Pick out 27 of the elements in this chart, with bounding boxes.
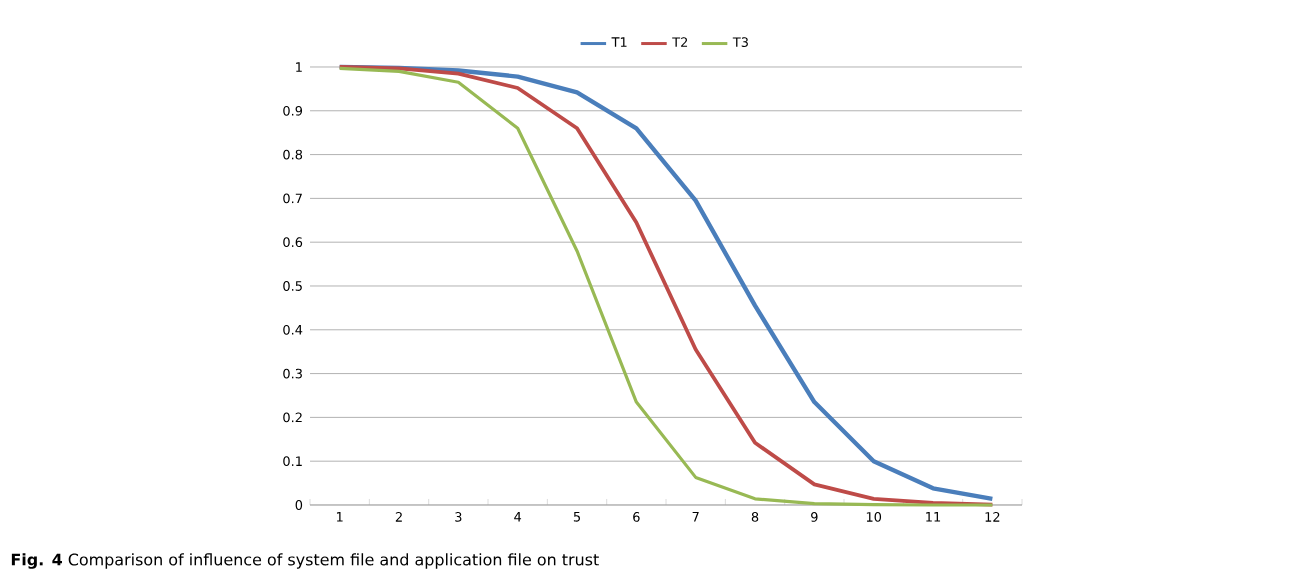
x-tick-label: 12 (985, 512, 1000, 522)
x-tick-label: 2 (395, 512, 402, 522)
x-tick-label: 4 (514, 512, 522, 522)
legend-label: T1 (611, 37, 627, 47)
x-tick-label: 5 (573, 512, 580, 522)
y-tick-label: 0.2 (283, 412, 302, 423)
x-tick-label: 1 (336, 512, 343, 522)
x-tick-label: 7 (692, 512, 699, 522)
legend-label: T3 (732, 37, 748, 48)
x-tick-label: 9 (811, 512, 818, 522)
x-tick-label: 6 (633, 512, 640, 522)
y-tick-label: 0.9 (283, 105, 303, 116)
x-tick-label: 8 (751, 512, 759, 522)
y-tick-label: 0.8 (283, 149, 303, 160)
x-tick-label: 10 (866, 512, 882, 522)
y-tick-label: 0.3 (283, 368, 302, 379)
y-tick-label: 0.7 (283, 193, 302, 204)
y-tick-label: 0.5 (283, 281, 302, 291)
x-tick-label: 3 (455, 512, 462, 522)
y-tick-label: 0.6 (283, 237, 303, 248)
y-tick-label: 0.4 (283, 324, 303, 335)
legend-label: T2 (672, 37, 688, 47)
text: Fig. 4 Comparison of influence of system file and application file on trust (11, 553, 599, 569)
y-tick-label: 0 (295, 500, 303, 510)
y-tick-label: 1 (296, 62, 302, 72)
x-tick-label: 11 (926, 512, 941, 522)
y-tick-label: 0.1 (283, 456, 302, 467)
